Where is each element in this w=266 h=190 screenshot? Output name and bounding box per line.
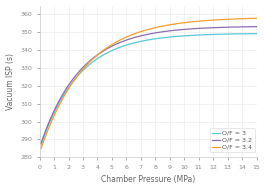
Legend: O/F = 3, O/F = 3.2, O/F = 3.4: O/F = 3, O/F = 3.2, O/F = 3.4 [210,128,255,152]
Y-axis label: Vacuum ISP (s): Vacuum ISP (s) [6,53,15,110]
O/F = 3.4 [142,30,145,32]
Line: O/F = 3: O/F = 3 [41,34,257,145]
O/F = 3 [39,144,43,146]
O/F = 3 [250,32,253,35]
O/F = 3 [143,39,146,42]
O/F = 3.4 [156,26,159,28]
O/F = 3.2 [216,26,219,29]
O/F = 3.4 [216,19,219,21]
O/F = 3.2 [39,142,43,144]
O/F = 3 [216,33,219,36]
O/F = 3.4 [255,17,258,19]
O/F = 3 [156,37,159,40]
O/F = 3.4 [250,17,253,20]
O/F = 3.4 [143,29,146,32]
O/F = 3 [255,32,258,35]
O/F = 3.2 [143,34,146,36]
O/F = 3 [142,40,145,42]
O/F = 3.2 [255,25,258,28]
Line: O/F = 3.4: O/F = 3.4 [41,18,257,149]
X-axis label: Chamber Pressure (MPa): Chamber Pressure (MPa) [101,175,195,184]
Line: O/F = 3.2: O/F = 3.2 [41,27,257,143]
O/F = 3.2 [142,34,145,36]
O/F = 3.2 [250,26,253,28]
O/F = 3.4 [39,147,43,150]
O/F = 3.2 [168,30,171,32]
O/F = 3.2 [156,31,159,34]
O/F = 3.4 [168,24,171,26]
O/F = 3 [168,36,171,38]
